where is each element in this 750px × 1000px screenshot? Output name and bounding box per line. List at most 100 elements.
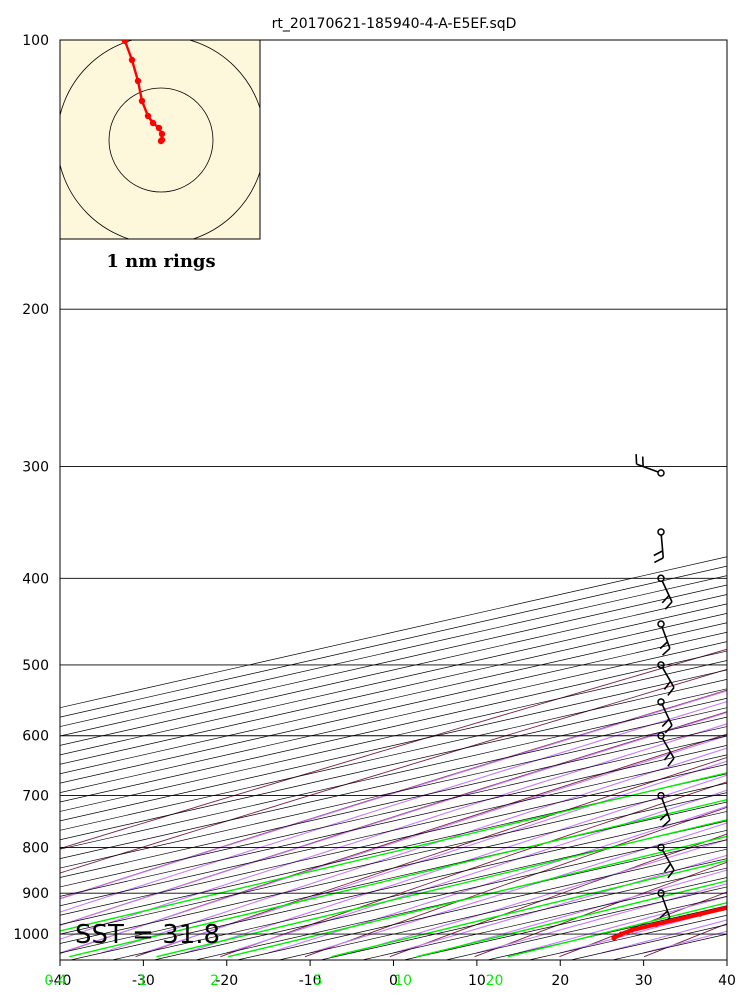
hodograph-point — [134, 77, 142, 85]
isotherm — [60, 716, 727, 869]
wind-barb-flag — [659, 641, 669, 650]
dry-adiabat — [60, 648, 727, 850]
y-tick-label: 900 — [22, 886, 49, 902]
wind-barb-staff — [661, 626, 671, 649]
isotherm — [487, 905, 727, 960]
moist-adiabat — [309, 822, 727, 954]
moist-adiabat — [267, 805, 727, 954]
isotherm — [404, 886, 727, 960]
wind-barb-flag — [664, 724, 673, 734]
wind-barb-flag — [661, 647, 671, 656]
wind-barb-station — [657, 661, 665, 669]
moist-adiabat — [60, 735, 727, 954]
temperature-point — [618, 931, 624, 937]
wind-barb-staff — [661, 798, 671, 821]
y-tick-label: 100 — [22, 33, 49, 49]
wind-barb-flag — [663, 751, 672, 761]
temperature-point — [741, 901, 746, 906]
y-tick-label: 600 — [22, 729, 49, 745]
mixing-ratio-label: 5 — [314, 973, 323, 989]
mixing-ratio-line — [331, 859, 727, 958]
y-tick-label: 300 — [22, 460, 49, 476]
hodograph-inset: 1 nm rings — [59, 39, 261, 272]
wind-barb-station — [657, 698, 665, 706]
x-tick-label: 30 — [635, 973, 653, 989]
moist-adiabat — [226, 789, 727, 954]
mixing-ratio-line — [228, 835, 727, 958]
wind-barb-staff — [636, 463, 659, 473]
wind-barb-staff — [661, 580, 673, 603]
isotherm — [60, 745, 727, 897]
dry-adiabat — [643, 923, 727, 958]
wind-barb-flag — [663, 680, 672, 690]
grid-layer — [60, 40, 750, 960]
wind-barb-flag — [667, 686, 675, 696]
sst-label: SST = 31.8 — [75, 920, 220, 950]
wind-barb-flag — [667, 869, 675, 879]
y-tick-label: 200 — [22, 302, 49, 318]
moist-adiabat — [476, 883, 727, 954]
wind-barb-flag — [653, 550, 664, 557]
wind-barb-staff — [661, 849, 675, 871]
wind-barb — [657, 698, 673, 734]
hodograph-point — [155, 124, 163, 132]
wind-barb-staff — [661, 704, 673, 726]
dry-adiabat — [474, 861, 727, 958]
isotherm — [60, 735, 727, 888]
mixing-ratio-line — [416, 880, 727, 958]
isotherm — [60, 754, 727, 907]
mixing-ratio-label: 10 — [394, 973, 412, 989]
moist-adiabat — [393, 854, 727, 954]
hodograph-point — [158, 130, 166, 138]
chart-title: rt_20170621-185940-4-A-E5EF.sqD — [272, 16, 517, 32]
wind-barbs — [635, 454, 675, 925]
hodograph-point — [128, 56, 136, 64]
isotherm — [60, 679, 727, 831]
y-tick-label: 700 — [22, 789, 49, 805]
wind-barb-station — [657, 791, 665, 800]
isotherm — [60, 697, 727, 850]
isotherm — [60, 726, 727, 878]
isotherm — [60, 688, 727, 841]
wind-barb-flag — [663, 863, 672, 873]
temperature-point — [611, 935, 617, 941]
wind-barb-flag — [661, 718, 670, 728]
hodograph-point — [157, 137, 165, 145]
wind-barb-staff — [661, 667, 675, 688]
dry-adiabat — [60, 668, 727, 874]
wind-barb-station — [657, 574, 665, 583]
wind-barb — [657, 731, 675, 767]
hodograph-ring-inner — [108, 87, 214, 193]
moist-adiabat — [351, 838, 727, 954]
x-axis-ticks: -40 -30 -20 -10 0 10 20 30 40 — [49, 960, 736, 989]
dry-adiabat — [559, 891, 727, 958]
wind-barb-station — [657, 528, 665, 536]
isotherm — [237, 848, 727, 960]
isotherm — [60, 669, 727, 822]
dry-adiabat — [729, 40, 750, 957]
x-tick-label: -20 — [215, 973, 238, 989]
hodograph-point — [144, 112, 152, 120]
wind-barb-station — [657, 889, 665, 897]
x-tick-label: -40 — [49, 973, 72, 989]
x-tick-label: 20 — [551, 973, 569, 989]
moist-adiabat — [142, 760, 727, 954]
wind-barb-flag — [661, 819, 671, 828]
wind-barb-station — [657, 843, 665, 852]
wind-barb-staff — [660, 534, 665, 558]
wind-barb — [657, 620, 671, 656]
wind-barb-flag — [667, 757, 675, 767]
hodograph-point — [149, 119, 157, 127]
isotherm — [60, 801, 727, 954]
x-tick-label: -10 — [299, 973, 322, 989]
hodograph-trace — [121, 40, 166, 145]
wind-barb — [657, 661, 675, 696]
moist-adiabat — [518, 895, 727, 954]
temperature-point — [697, 911, 703, 917]
mixing-ratio-label: 20 — [486, 973, 504, 989]
y-tick-label: 800 — [22, 840, 49, 856]
moist-adiabat — [434, 869, 727, 954]
mixing-ratio-label: 1 — [138, 973, 147, 989]
moist-adiabat — [60, 723, 727, 940]
